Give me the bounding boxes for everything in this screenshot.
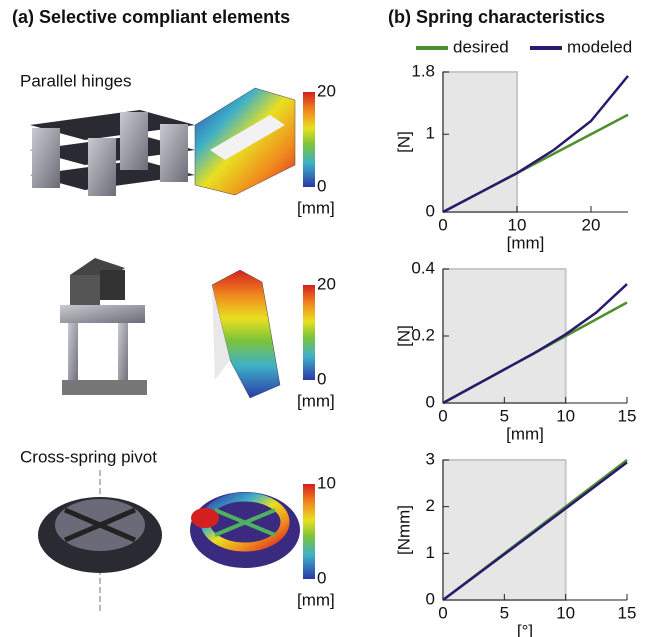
tower-model bbox=[60, 258, 147, 395]
hinge-deformation bbox=[195, 88, 295, 195]
y-tick-label: 1 bbox=[426, 124, 435, 143]
y-axis-label: [N] bbox=[394, 131, 413, 153]
y-tick-label: 2 bbox=[426, 496, 435, 515]
x-tick-label: 10 bbox=[508, 215, 527, 234]
panel-b-title: (b) Spring characteristics bbox=[388, 7, 605, 27]
colorbar-tick-label: 20 bbox=[317, 274, 336, 293]
panel-a-title: (a) Selective compliant elements bbox=[12, 7, 290, 27]
x-axis-label: [mm] bbox=[507, 233, 545, 252]
y-tick-label: 0.2 bbox=[411, 325, 435, 344]
pivot-deformation bbox=[190, 492, 300, 568]
x-tick-label: 20 bbox=[582, 215, 601, 234]
colorbar-tick-label: 0 bbox=[317, 568, 326, 587]
y-tick-label: 1 bbox=[426, 543, 435, 562]
x-axis-label: [mm] bbox=[506, 424, 544, 443]
x-tick-label: 10 bbox=[556, 406, 575, 425]
shaded-region bbox=[443, 72, 517, 212]
colorbar-unit: [mm] bbox=[297, 590, 335, 609]
y-axis-label: [Nmm] bbox=[394, 505, 413, 555]
pivot-model bbox=[38, 470, 162, 612]
y-tick-label: 0.4 bbox=[411, 258, 435, 277]
x-tick-label: 0 bbox=[438, 215, 447, 234]
x-tick-label: 15 bbox=[618, 406, 637, 425]
hinge-model bbox=[30, 110, 195, 196]
colorbar-unit: [mm] bbox=[297, 198, 335, 217]
shaded-region bbox=[443, 460, 566, 600]
x-tick-label: 5 bbox=[500, 603, 509, 622]
tower-deformation bbox=[212, 270, 280, 398]
colorbar-tick-label: 0 bbox=[317, 369, 326, 388]
colorbar bbox=[303, 484, 315, 579]
colorbar bbox=[303, 92, 315, 187]
shaded-region bbox=[443, 269, 566, 403]
y-tick-label: 0 bbox=[426, 201, 435, 220]
x-tick-label: 10 bbox=[556, 603, 575, 622]
colorbar-tick-label: 20 bbox=[317, 81, 336, 100]
page: {"panel_a": {"title": "(a) Selective com… bbox=[0, 0, 672, 637]
y-tick-label: 0 bbox=[426, 392, 435, 411]
legend-label: modeled bbox=[567, 37, 632, 56]
colorbar bbox=[303, 285, 315, 380]
x-tick-label: 0 bbox=[438, 603, 447, 622]
figure: (a) Selective compliant elements (b) Spr… bbox=[0, 0, 672, 637]
y-tick-label: 0 bbox=[426, 589, 435, 608]
colorbar-unit: [mm] bbox=[297, 391, 335, 410]
row-label: Cross-spring pivot bbox=[20, 447, 157, 466]
colorbar-tick-label: 0 bbox=[317, 176, 326, 195]
row-label: Parallel hinges bbox=[20, 71, 132, 90]
y-tick-label: 3 bbox=[426, 449, 435, 468]
colorbar-tick-label: 10 bbox=[317, 473, 336, 492]
y-axis-label: [N] bbox=[394, 325, 413, 347]
legend: desired modeled bbox=[416, 37, 632, 56]
legend-label: desired bbox=[453, 37, 509, 56]
x-tick-label: 0 bbox=[438, 406, 447, 425]
y-tick-label: 1.8 bbox=[411, 61, 435, 80]
x-tick-label: 5 bbox=[500, 406, 509, 425]
x-axis-label: [°] bbox=[517, 621, 533, 637]
x-tick-label: 15 bbox=[618, 603, 637, 622]
